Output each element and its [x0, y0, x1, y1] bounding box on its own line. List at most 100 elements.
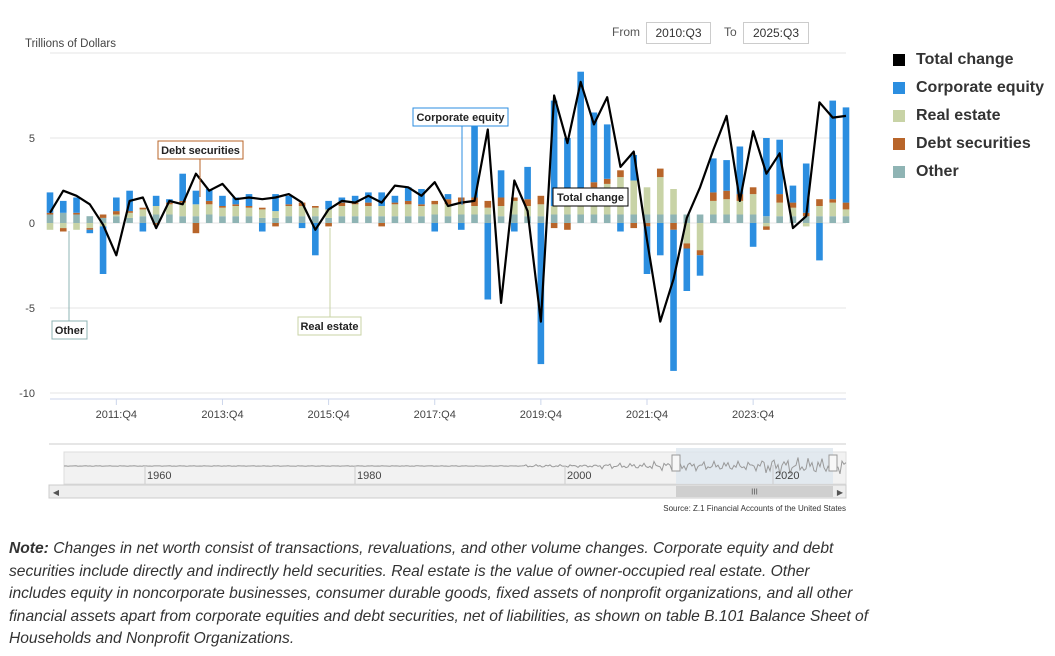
- bar-corporate-equity[interactable]: [511, 223, 518, 232]
- bar-other[interactable]: [312, 216, 319, 223]
- bar-real-estate[interactable]: [802, 223, 810, 227]
- bar-other[interactable]: [113, 216, 120, 223]
- bar-corporate-equity[interactable]: [245, 194, 253, 206]
- bar-other[interactable]: [497, 216, 505, 223]
- bar-debt-securities[interactable]: [763, 226, 770, 230]
- bar-debt-securities[interactable]: [86, 228, 94, 230]
- bar-real-estate[interactable]: [404, 204, 412, 217]
- bar-corporate-equity[interactable]: [378, 192, 385, 206]
- legend-item-real-estate[interactable]: Real estate: [893, 102, 1044, 130]
- legend-item-debt-securities[interactable]: Debt securities: [893, 130, 1044, 158]
- bar-real-estate[interactable]: [46, 223, 54, 230]
- bar-debt-securities[interactable]: [378, 223, 385, 227]
- bar-real-estate[interactable]: [258, 209, 266, 218]
- bar-corporate-equity[interactable]: [457, 223, 465, 230]
- bar-real-estate[interactable]: [550, 206, 558, 215]
- bar-debt-securities[interactable]: [630, 223, 638, 229]
- bar-other[interactable]: [776, 216, 783, 223]
- bar-debt-securities[interactable]: [325, 223, 332, 227]
- bar-debt-securities[interactable]: [245, 206, 253, 208]
- bar-other[interactable]: [670, 214, 677, 224]
- bar-corporate-equity[interactable]: [670, 229, 677, 371]
- bar-real-estate[interactable]: [537, 204, 545, 217]
- bar-corporate-equity[interactable]: [749, 223, 757, 247]
- bar-corporate-equity[interactable]: [444, 194, 452, 200]
- bar-debt-securities[interactable]: [272, 223, 279, 227]
- bar-debt-securities[interactable]: [139, 207, 147, 210]
- bar-debt-securities[interactable]: [404, 200, 412, 205]
- bar-corporate-equity[interactable]: [776, 139, 783, 195]
- bar-debt-securities[interactable]: [418, 204, 425, 206]
- bar-other[interactable]: [258, 217, 266, 223]
- bar-real-estate[interactable]: [113, 214, 120, 217]
- navigator-left-handle[interactable]: [671, 454, 681, 472]
- bar-other[interactable]: [537, 216, 545, 223]
- bar-debt-securities[interactable]: [59, 228, 67, 232]
- bar-other[interactable]: [192, 216, 200, 223]
- bar-corporate-equity[interactable]: [590, 112, 598, 183]
- bar-debt-securities[interactable]: [73, 212, 80, 215]
- navigator[interactable]: 1960 1980 2000 2020 III ◀ ▶: [48, 443, 847, 499]
- bar-other[interactable]: [511, 214, 518, 224]
- bar-debt-securities[interactable]: [710, 192, 717, 201]
- bar-other[interactable]: [126, 217, 133, 223]
- bar-corporate-equity[interactable]: [404, 187, 412, 201]
- bar-real-estate[interactable]: [842, 209, 850, 217]
- bar-real-estate[interactable]: [511, 200, 518, 215]
- bar-debt-securities[interactable]: [312, 206, 319, 208]
- bar-real-estate[interactable]: [232, 206, 240, 217]
- bar-debt-securities[interactable]: [696, 250, 704, 256]
- bar-other[interactable]: [391, 216, 399, 223]
- bar-corporate-equity[interactable]: [696, 255, 704, 276]
- bar-corporate-equity[interactable]: [763, 138, 770, 217]
- bar-real-estate[interactable]: [670, 189, 677, 215]
- bar-other[interactable]: [351, 216, 359, 223]
- bar-real-estate[interactable]: [683, 223, 691, 244]
- bar-other[interactable]: [272, 217, 279, 223]
- bar-debt-securities[interactable]: [524, 199, 531, 206]
- bar-other[interactable]: [749, 214, 757, 224]
- bar-corporate-equity[interactable]: [829, 100, 837, 200]
- bar-debt-securities[interactable]: [152, 223, 160, 225]
- bar-real-estate[interactable]: [776, 202, 783, 217]
- bar-corporate-equity[interactable]: [113, 197, 120, 212]
- bar-other[interactable]: [696, 214, 704, 224]
- bar-real-estate[interactable]: [378, 206, 385, 217]
- bar-corporate-equity[interactable]: [524, 166, 531, 200]
- bar-other[interactable]: [630, 214, 638, 224]
- bar-other[interactable]: [338, 216, 346, 223]
- bar-debt-securities[interactable]: [338, 202, 346, 206]
- bar-debt-securities[interactable]: [749, 187, 757, 195]
- bar-corporate-equity[interactable]: [312, 223, 319, 256]
- bar-other[interactable]: [736, 214, 744, 224]
- bar-debt-securities[interactable]: [457, 197, 465, 205]
- bar-other[interactable]: [179, 216, 186, 223]
- bar-corporate-equity[interactable]: [365, 192, 372, 203]
- bar-corporate-equity[interactable]: [258, 223, 266, 232]
- bar-debt-securities[interactable]: [842, 202, 850, 210]
- navigator-right-handle[interactable]: [828, 454, 838, 472]
- bar-real-estate[interactable]: [829, 202, 837, 217]
- bar-real-estate[interactable]: [126, 212, 133, 218]
- bar-corporate-equity[interactable]: [139, 223, 147, 232]
- scroll-left-arrow-icon[interactable]: ◀: [53, 488, 60, 497]
- bar-real-estate[interactable]: [192, 204, 200, 217]
- bar-corporate-equity[interactable]: [285, 195, 293, 205]
- bar-corporate-equity[interactable]: [617, 223, 624, 232]
- bar-corporate-equity[interactable]: [86, 229, 94, 234]
- bar-corporate-equity[interactable]: [179, 173, 186, 201]
- total-change-series[interactable]: [49, 80, 847, 323]
- bar-corporate-equity[interactable]: [577, 71, 584, 189]
- bar-real-estate[interactable]: [497, 206, 505, 217]
- scrollbar-thumb[interactable]: [676, 486, 833, 497]
- bar-real-estate[interactable]: [312, 207, 319, 217]
- bar-corporate-equity[interactable]: [298, 223, 306, 229]
- bar-debt-securities[interactable]: [99, 214, 107, 218]
- bar-other[interactable]: [444, 216, 452, 223]
- bar-debt-securities[interactable]: [723, 190, 730, 200]
- bar-debt-securities[interactable]: [603, 178, 611, 184]
- bar-debt-securities[interactable]: [232, 204, 240, 206]
- legend-item-total-change[interactable]: Total change: [893, 46, 1044, 74]
- bar-debt-securities[interactable]: [816, 199, 823, 206]
- bar-debt-securities[interactable]: [484, 200, 492, 208]
